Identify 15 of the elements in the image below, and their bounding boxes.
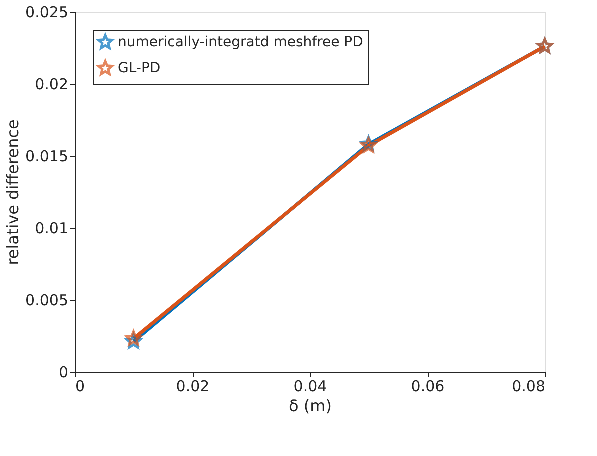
y-axis-title: relative difference	[4, 120, 23, 266]
y-tick-label: 0.02	[35, 76, 68, 94]
x-axis-title: δ (m)	[289, 396, 332, 416]
legend-label: numerically-integratd meshfree PD	[118, 34, 364, 50]
x-tick-label: 0.02	[176, 378, 210, 396]
y-tick-label: 0.025	[26, 4, 68, 22]
y-tick-label: 0.01	[35, 220, 68, 238]
x-tick-label: 0	[76, 378, 86, 396]
y-tick-label: 0	[58, 364, 68, 382]
y-tick-label: 0.005	[26, 292, 68, 310]
x-tick-label: 0.08	[512, 378, 546, 396]
x-tick-label: 0.06	[411, 378, 445, 396]
legend-label: GL-PD	[118, 60, 161, 76]
x-tick-label: 0.04	[294, 378, 328, 396]
y-tick-label: 0.015	[26, 148, 68, 166]
